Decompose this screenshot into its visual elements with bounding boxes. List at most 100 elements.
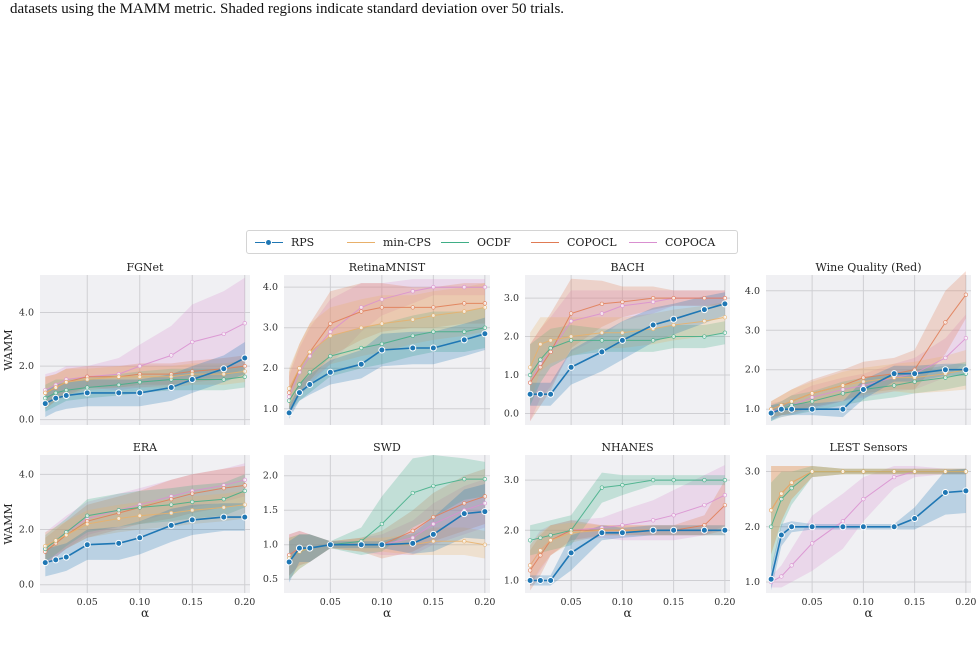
data-point-rps — [547, 576, 555, 584]
subplot-title: FGNet — [127, 261, 165, 274]
subplot-retinamnist: 1.0 2.0 3.0 4.0 RetinaMNIST — [263, 261, 490, 425]
data-point-rps — [700, 306, 708, 314]
data-point-ocdf — [482, 325, 487, 330]
data-point-rps — [649, 526, 657, 534]
x-tick-label: 0.20 — [474, 597, 495, 608]
data-point-copoca — [651, 518, 656, 523]
sd-band-copoca — [289, 479, 485, 576]
data-point-ocdf — [482, 477, 487, 482]
legend-entry-rps: RPS — [255, 231, 314, 253]
data-point-min-cps — [810, 469, 815, 474]
data-point-copocl — [599, 301, 604, 306]
series-line-rps — [288, 510, 485, 563]
y-tick-label: 1.0 — [504, 370, 519, 381]
data-point-min-cps — [702, 319, 707, 324]
y-tick-label: 4.0 — [745, 286, 760, 297]
data-point-copoca — [722, 493, 727, 498]
data-point-min-cps — [943, 469, 948, 474]
data-point-copocl — [462, 501, 467, 506]
data-point-min-cps — [221, 505, 226, 510]
sd-band-rps — [45, 342, 245, 417]
data-point-copocl — [359, 309, 364, 314]
y-tick-label: 0.0 — [19, 580, 34, 591]
data-point-min-cps — [538, 342, 543, 347]
y-tick-label: 2.0 — [504, 332, 519, 343]
data-point-copoca — [137, 363, 142, 369]
sd-band-ocdf — [771, 361, 966, 422]
data-point-copocl — [190, 491, 195, 496]
data-point-rps — [859, 385, 867, 393]
y-tick-label: 3.0 — [745, 325, 760, 336]
data-point-copoca — [789, 563, 794, 568]
data-point-rps — [41, 559, 49, 567]
data-point-min-cps — [190, 508, 195, 513]
data-point-ocdf — [892, 383, 897, 388]
x-axis-label: α — [141, 606, 149, 620]
data-point-min-cps — [840, 383, 845, 388]
data-point-copocl — [528, 380, 533, 385]
data-point-rps — [767, 409, 775, 417]
legend-entry-min-cps: min-CPS — [347, 231, 431, 253]
data-point-rps — [598, 529, 606, 537]
subplot-wine-quality-red-: 1.0 2.0 3.0 4.0 Wine Quality (Red) — [745, 261, 971, 425]
data-point-copocl — [538, 365, 543, 370]
data-point-rps — [241, 513, 249, 521]
data-point-rps — [285, 409, 293, 417]
data-point-rps — [306, 544, 314, 552]
data-point-copocl — [548, 349, 553, 355]
data-point-min-cps — [169, 374, 174, 379]
data-point-copoca — [569, 319, 574, 324]
subplot-era: 0.0 2.0 4.0 0.05 0.10 0.15 0.20 ERA WAMM α — [2, 441, 255, 620]
data-point-rps — [547, 390, 555, 398]
data-point-rps — [890, 523, 898, 531]
data-point-ocdf — [43, 396, 48, 401]
data-point-copoca — [599, 311, 604, 316]
data-point-min-cps — [789, 399, 794, 404]
legend-entry-ocdf: OCDF — [441, 231, 511, 253]
data-point-ocdf — [379, 341, 384, 347]
data-point-ocdf — [359, 345, 364, 351]
subplot-title: Wine Quality (Red) — [816, 261, 922, 274]
data-point-rps — [409, 344, 417, 352]
data-point-rps — [808, 405, 816, 413]
data-point-ocdf — [779, 497, 784, 502]
data-point-min-cps — [528, 563, 533, 568]
data-point-copocl — [379, 305, 384, 310]
data-point-copoca — [410, 289, 415, 294]
data-point-rps — [52, 394, 60, 402]
series-line-min-cps — [288, 306, 485, 389]
x-axis-label: α — [623, 606, 631, 620]
sd-band-ocdf — [45, 474, 245, 563]
y-tick-label: 0.0 — [504, 408, 519, 419]
data-point-ocdf — [85, 513, 90, 518]
data-point-rps — [115, 539, 123, 547]
sd-band-copocl — [530, 480, 725, 591]
data-point-rps — [378, 346, 386, 354]
data-point-rps — [788, 405, 796, 413]
sd-band-ocdf — [530, 321, 725, 406]
data-point-copoca — [242, 477, 247, 482]
y-tick-label: 3.0 — [504, 475, 519, 486]
y-tick-label: 2.0 — [745, 365, 760, 376]
data-point-rps — [220, 513, 228, 521]
sd-band-copoca — [289, 279, 485, 417]
data-point-rps — [526, 390, 534, 398]
data-point-rps — [41, 400, 49, 408]
sd-band-rps — [771, 363, 966, 422]
series-line-ocdf — [770, 373, 966, 414]
data-point-min-cps — [307, 349, 312, 355]
data-point-ocdf — [221, 377, 226, 382]
data-point-copocl — [528, 568, 533, 573]
data-point-ocdf — [702, 334, 707, 339]
series-line-rps — [45, 516, 245, 564]
data-point-min-cps — [569, 530, 574, 535]
sd-band-rps — [289, 317, 485, 419]
y-axis-label: WAMM — [2, 503, 15, 544]
subplot-nhanes: 1.0 2.0 3.0 0.05 0.10 0.15 0.20 NHANES α — [504, 441, 736, 620]
data-point-copoca — [169, 353, 174, 358]
legend-swatch — [629, 241, 657, 243]
data-point-rps — [326, 541, 334, 549]
series-line-rps — [770, 490, 966, 580]
data-point-copocl — [431, 305, 436, 310]
data-point-ocdf — [722, 330, 727, 335]
